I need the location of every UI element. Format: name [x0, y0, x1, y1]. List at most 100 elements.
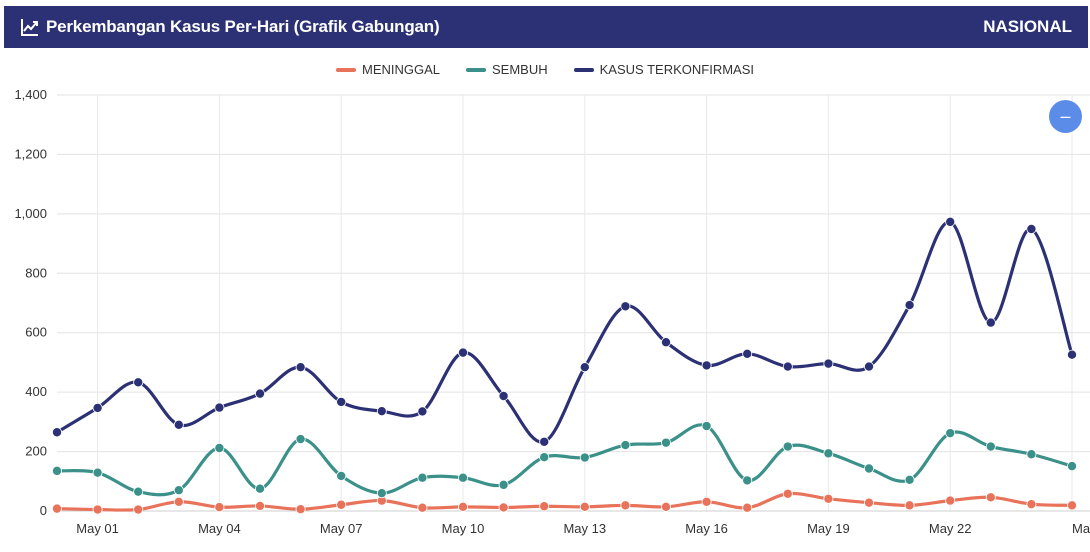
data-point-sembuh[interactable] [1026, 449, 1037, 460]
legend-swatch [466, 67, 487, 72]
data-point-sembuh[interactable] [417, 472, 428, 483]
data-point-kasus-terkonfirmasi[interactable] [782, 361, 793, 372]
data-point-kasus-terkonfirmasi[interactable] [661, 337, 672, 348]
chart-title: Perkembangan Kasus Per-Hari (Grafik Gabu… [46, 17, 440, 36]
y-tick-label: 1,400 [14, 87, 47, 102]
legend-item-sembuh[interactable]: SEMBUH [466, 62, 548, 77]
data-point-meninggal[interactable] [52, 503, 63, 514]
data-point-kasus-terkonfirmasi[interactable] [376, 406, 387, 417]
data-point-sembuh[interactable] [498, 479, 509, 490]
x-tick-label: May 01 [76, 521, 119, 536]
data-point-kasus-terkonfirmasi[interactable] [620, 301, 631, 312]
data-point-meninggal[interactable] [92, 504, 103, 515]
y-tick-label: 800 [25, 265, 47, 280]
data-point-meninggal[interactable] [742, 502, 753, 513]
data-point-sembuh[interactable] [254, 483, 265, 494]
data-point-kasus-terkonfirmasi[interactable] [1067, 349, 1078, 360]
data-point-sembuh[interactable] [92, 467, 103, 478]
data-point-kasus-terkonfirmasi[interactable] [539, 436, 550, 447]
x-tick-label: May 16 [685, 521, 728, 536]
data-point-sembuh[interactable] [295, 434, 306, 445]
data-point-meninggal[interactable] [498, 502, 509, 513]
data-point-sembuh[interactable] [133, 486, 144, 497]
data-point-sembuh[interactable] [742, 475, 753, 486]
data-point-sembuh[interactable] [904, 474, 915, 485]
data-point-sembuh[interactable] [864, 463, 875, 474]
data-point-kasus-terkonfirmasi[interactable] [985, 317, 996, 328]
line-chart-icon [21, 19, 38, 36]
daily-cases-line-chart: 0 200 400 600 800 1,000 1,200 1,400 May 01 May 04… [14, 87, 1090, 536]
data-point-meninggal[interactable] [701, 496, 712, 507]
data-point-meninggal[interactable] [1026, 499, 1037, 510]
data-point-kasus-terkonfirmasi[interactable] [457, 347, 468, 358]
x-tick-label: May 22 [929, 521, 972, 536]
data-point-kasus-terkonfirmasi[interactable] [92, 402, 103, 413]
legend-swatch [336, 67, 356, 72]
data-point-kasus-terkonfirmasi[interactable] [254, 388, 265, 399]
data-point-meninggal[interactable] [945, 495, 956, 506]
minus-icon: – [1060, 106, 1071, 126]
data-point-sembuh[interactable] [1067, 461, 1078, 472]
data-point-sembuh[interactable] [661, 437, 672, 448]
data-point-kasus-terkonfirmasi[interactable] [498, 391, 509, 402]
data-point-meninggal[interactable] [133, 504, 144, 515]
data-point-kasus-terkonfirmasi[interactable] [864, 361, 875, 372]
data-point-meninggal[interactable] [214, 502, 225, 513]
y-tick-label: 400 [25, 384, 47, 399]
data-point-kasus-terkonfirmasi[interactable] [295, 362, 306, 373]
data-point-sembuh[interactable] [701, 421, 712, 432]
data-point-kasus-terkonfirmasi[interactable] [579, 362, 590, 373]
data-point-kasus-terkonfirmasi[interactable] [336, 396, 347, 407]
data-point-sembuh[interactable] [457, 472, 468, 483]
data-point-meninggal[interactable] [457, 501, 468, 512]
data-point-kasus-terkonfirmasi[interactable] [52, 427, 63, 438]
data-point-kasus-terkonfirmasi[interactable] [945, 216, 956, 227]
data-point-meninggal[interactable] [985, 492, 996, 503]
data-point-kasus-terkonfirmasi[interactable] [133, 377, 144, 388]
data-point-meninggal[interactable] [1067, 500, 1078, 511]
collapse-button[interactable]: – [1049, 100, 1082, 133]
data-point-sembuh[interactable] [336, 470, 347, 481]
data-point-sembuh[interactable] [539, 452, 550, 463]
data-point-meninggal[interactable] [904, 500, 915, 511]
data-point-meninggal[interactable] [579, 501, 590, 512]
y-tick-label: 1,200 [14, 146, 47, 161]
data-point-sembuh[interactable] [214, 443, 225, 454]
chart-header: Perkembangan Kasus Per-Hari (Grafik Gabu… [4, 6, 1088, 48]
data-point-meninggal[interactable] [336, 499, 347, 510]
data-point-sembuh[interactable] [782, 441, 793, 452]
data-point-kasus-terkonfirmasi[interactable] [742, 348, 753, 359]
data-point-meninggal[interactable] [620, 500, 631, 511]
data-point-meninggal[interactable] [254, 500, 265, 511]
data-point-meninggal[interactable] [417, 502, 428, 513]
data-point-kasus-terkonfirmasi[interactable] [701, 360, 712, 371]
data-point-meninggal[interactable] [173, 496, 184, 507]
data-point-sembuh[interactable] [173, 485, 184, 496]
data-point-sembuh[interactable] [620, 440, 631, 451]
data-point-kasus-terkonfirmasi[interactable] [1026, 224, 1037, 235]
series-line-meninggal [55, 491, 1074, 512]
legend-label: MENINGGAL [362, 62, 441, 77]
data-point-sembuh[interactable] [376, 488, 387, 499]
data-point-meninggal[interactable] [823, 493, 834, 504]
data-point-kasus-terkonfirmasi[interactable] [417, 406, 428, 417]
legend-label: KASUS TERKONFIRMASI [599, 62, 754, 77]
data-point-kasus-terkonfirmasi[interactable] [904, 300, 915, 311]
data-point-sembuh[interactable] [579, 452, 590, 463]
data-point-sembuh[interactable] [985, 441, 996, 452]
data-point-kasus-terkonfirmasi[interactable] [214, 402, 225, 413]
chart-legend: MENINGGAL SEMBUH KASUS TERKONFIRMASI [0, 62, 1090, 77]
data-point-meninggal[interactable] [782, 488, 793, 499]
data-point-sembuh[interactable] [945, 428, 956, 439]
data-point-kasus-terkonfirmasi[interactable] [823, 358, 834, 369]
legend-label: SEMBUH [492, 62, 548, 77]
legend-item-kasus-terkonfirmasi[interactable]: KASUS TERKONFIRMASI [573, 62, 754, 77]
legend-item-meninggal[interactable]: MENINGGAL [336, 62, 440, 77]
data-point-sembuh[interactable] [823, 448, 834, 459]
data-point-meninggal[interactable] [661, 501, 672, 512]
data-point-meninggal[interactable] [864, 497, 875, 508]
data-point-sembuh[interactable] [52, 465, 63, 476]
data-point-meninggal[interactable] [539, 501, 550, 512]
data-point-kasus-terkonfirmasi[interactable] [173, 419, 184, 430]
data-point-meninggal[interactable] [295, 504, 306, 515]
